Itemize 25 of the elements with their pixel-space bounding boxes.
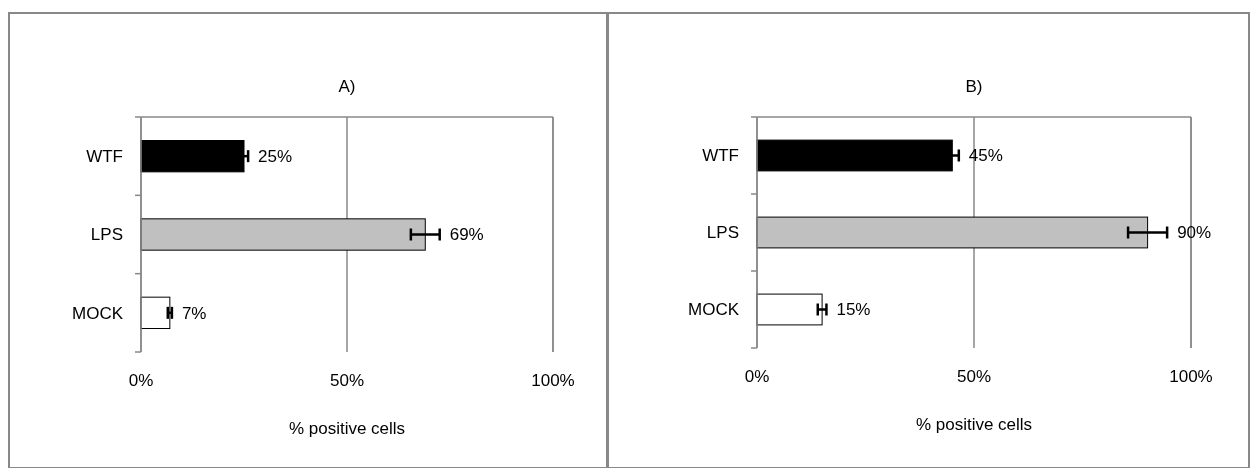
data-label: 90% bbox=[1177, 223, 1212, 243]
x-tick-label: 50% bbox=[329, 371, 365, 390]
y-tick-label: MOCK bbox=[688, 300, 740, 320]
y-tick-label: LPS bbox=[706, 223, 739, 243]
data-label: 45% bbox=[968, 146, 1003, 166]
data-label: 7% bbox=[181, 303, 207, 323]
x-tick-label: 0% bbox=[128, 371, 154, 390]
x-axis-title: % positive cells bbox=[288, 419, 406, 438]
y-tick-label: WTF bbox=[702, 146, 739, 166]
bar bbox=[140, 296, 171, 329]
data-label: 69% bbox=[449, 225, 484, 245]
x-tick-label: 50% bbox=[956, 367, 992, 386]
data-label: 25% bbox=[258, 147, 293, 167]
x-tick-label: 0% bbox=[744, 367, 770, 386]
bar bbox=[756, 293, 823, 326]
x-tick-label: 100% bbox=[531, 371, 575, 390]
y-tick-label: WTF bbox=[86, 147, 123, 167]
x-tick-label: 100% bbox=[1169, 367, 1213, 386]
chart-title: A) bbox=[338, 77, 356, 96]
data-label: 15% bbox=[836, 300, 871, 320]
chart-title: B) bbox=[965, 77, 983, 96]
bar bbox=[140, 140, 245, 173]
x-axis-title: % positive cells bbox=[915, 415, 1033, 434]
y-tick-label: LPS bbox=[90, 225, 123, 245]
y-tick-label: MOCK bbox=[72, 303, 124, 323]
